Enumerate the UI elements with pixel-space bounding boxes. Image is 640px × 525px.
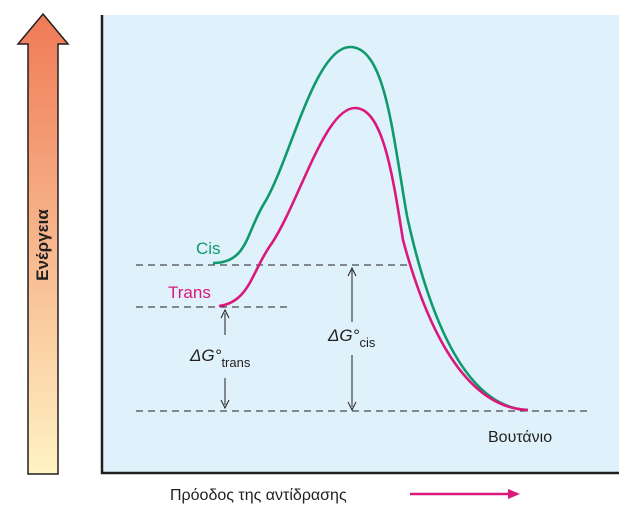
delta-g-cis-label: ΔG°cis xyxy=(327,326,376,350)
delta-g-cis-arrow xyxy=(347,266,357,412)
energy-gradient-arrow xyxy=(16,12,70,475)
delta-g-trans-arrow xyxy=(220,308,230,410)
product-label: Βουτάνιο xyxy=(488,429,552,446)
plot-frame xyxy=(100,15,619,475)
cis-label: Cis xyxy=(196,239,221,258)
energy-axis-label: Ενέργεια xyxy=(33,209,52,281)
trans-curve xyxy=(218,106,529,412)
trans-label: Trans xyxy=(168,283,211,302)
plot-area xyxy=(102,15,619,473)
progress-axis-label: Πρόοδος της αντίδρασης xyxy=(170,487,347,504)
progress-arrow xyxy=(410,489,520,499)
delta-g-trans-label: ΔG°trans xyxy=(189,346,251,370)
cis-curve xyxy=(212,45,529,412)
